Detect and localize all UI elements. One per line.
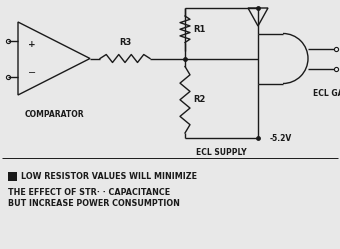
Text: +: +: [28, 40, 36, 49]
Text: ECL SUPPLY: ECL SUPPLY: [196, 148, 247, 157]
Text: THE EFFECT OF STR· · CAPACITANCE: THE EFFECT OF STR· · CAPACITANCE: [8, 187, 170, 196]
Text: R2: R2: [193, 95, 205, 104]
Text: ECL GATE: ECL GATE: [313, 88, 340, 98]
Text: R1: R1: [193, 25, 205, 34]
Polygon shape: [8, 172, 17, 181]
Text: LOW RESISTOR VALUES WILL MINIMIZE: LOW RESISTOR VALUES WILL MINIMIZE: [21, 172, 197, 181]
Text: COMPARATOR: COMPARATOR: [24, 110, 84, 119]
Text: R3: R3: [119, 38, 131, 47]
Text: -5.2V: -5.2V: [270, 133, 292, 142]
Text: −: −: [28, 67, 36, 77]
Text: BUT INCREASE POWER CONSUMPTION: BUT INCREASE POWER CONSUMPTION: [8, 198, 180, 207]
